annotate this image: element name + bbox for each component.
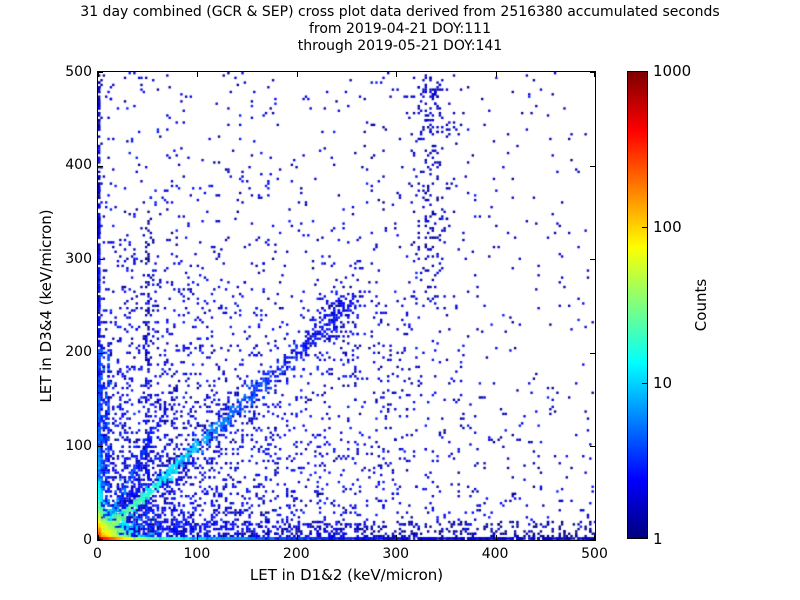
y-tick bbox=[98, 165, 103, 167]
colorbar-tick-label-100: 100 bbox=[653, 218, 682, 236]
colorbar-label: Counts bbox=[692, 278, 710, 332]
y-tick bbox=[98, 446, 103, 448]
y-tick-right bbox=[590, 72, 595, 73]
x-tick-top bbox=[594, 72, 595, 77]
y-tick-label: 300 bbox=[65, 250, 92, 267]
y-tick-right bbox=[590, 165, 595, 167]
y-tick-right bbox=[590, 539, 595, 540]
x-axis-label: LET in D1&2 (keV/micron) bbox=[249, 566, 444, 584]
y-tick bbox=[98, 72, 103, 73]
y-tick bbox=[98, 259, 103, 261]
colorbar bbox=[627, 71, 648, 539]
x-tick-label: 100 bbox=[183, 546, 211, 562]
x-tick bbox=[396, 535, 398, 540]
x-tick-top bbox=[396, 72, 398, 77]
y-tick-label: 0 bbox=[83, 531, 92, 548]
y-tick-label: 200 bbox=[65, 344, 92, 361]
x-tick bbox=[197, 535, 199, 540]
y-tick bbox=[98, 352, 103, 354]
y-tick-right bbox=[590, 352, 595, 354]
plot-title-line-3: through 2019-05-21 DOY:141 bbox=[297, 38, 503, 54]
x-tick bbox=[495, 535, 497, 540]
colorbar-tick bbox=[642, 227, 647, 229]
x-tick-top bbox=[98, 72, 99, 77]
x-tick-top bbox=[197, 72, 199, 77]
y-tick-label: 400 bbox=[65, 157, 92, 174]
colorbar-tick-label-1000: 1000 bbox=[653, 62, 692, 80]
scatter-canvas bbox=[98, 72, 595, 540]
x-tick-label: 200 bbox=[282, 546, 310, 562]
plot-title-line-2: from 2019-04-21 DOY:111 bbox=[308, 21, 491, 37]
y-tick-right bbox=[590, 259, 595, 261]
y-tick-right bbox=[590, 446, 595, 448]
colorbar-tick-label-10: 10 bbox=[653, 374, 673, 392]
y-tick-label: 100 bbox=[65, 437, 92, 454]
y-tick bbox=[98, 539, 103, 540]
x-tick-label: 300 bbox=[382, 546, 410, 562]
x-tick bbox=[594, 535, 595, 540]
x-tick bbox=[296, 535, 298, 540]
x-tick-label: 0 bbox=[93, 546, 102, 562]
x-tick-top bbox=[296, 72, 298, 77]
x-tick bbox=[98, 535, 99, 540]
y-tick-label: 500 bbox=[65, 63, 92, 80]
x-tick-top bbox=[495, 72, 497, 77]
plot-area bbox=[97, 71, 596, 541]
colorbar-tick bbox=[642, 382, 647, 384]
plot-title-line-1: 31 day combined (GCR & SEP) cross plot d… bbox=[80, 4, 720, 20]
colorbar-tick-label-1: 1 bbox=[653, 530, 663, 548]
y-axis-label: LET in D3&4 (keV/micron) bbox=[37, 209, 55, 403]
x-tick-label: 500 bbox=[581, 546, 608, 562]
colorbar-gradient bbox=[628, 72, 647, 538]
x-tick-label: 400 bbox=[481, 546, 509, 562]
